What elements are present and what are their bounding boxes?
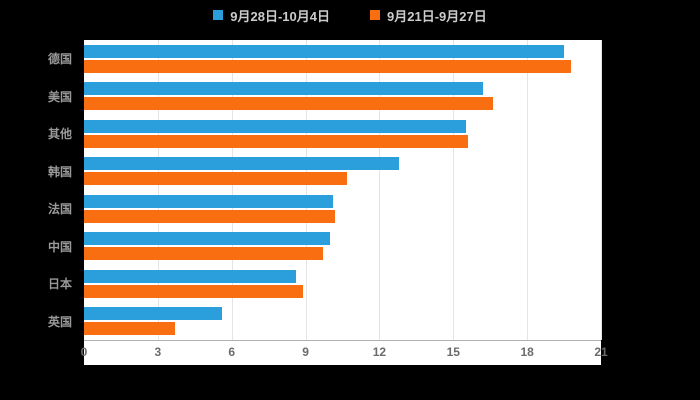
bar[interactable] — [84, 194, 333, 208]
legend-swatch-icon — [213, 10, 224, 20]
gridline — [157, 40, 159, 340]
bar[interactable] — [84, 307, 222, 321]
y-category-label: 中国 — [47, 239, 72, 254]
bar[interactable] — [84, 269, 296, 283]
bar-group — [84, 228, 601, 266]
y-category-label: 法国 — [47, 202, 72, 217]
x-tick-label: 6 — [228, 345, 236, 359]
y-category-label: 美国 — [47, 89, 72, 104]
bar-group — [84, 153, 601, 191]
x-tick-label: 15 — [446, 345, 460, 359]
bar-group — [84, 190, 601, 228]
gridline — [601, 40, 602, 340]
x-tick-label: 21 — [594, 345, 608, 359]
x-tick-label: 3 — [154, 345, 162, 359]
bar[interactable] — [84, 119, 466, 133]
bar[interactable] — [84, 134, 469, 148]
plot-wrap: 0 3 6 9 12 15 18 21 — [80, 40, 608, 365]
gridline — [527, 40, 529, 340]
legend: 9月28日-10月4日 9月21日-9月27日 — [0, 0, 700, 30]
y-category-label: 德国 — [47, 52, 72, 67]
bar[interactable] — [84, 322, 176, 336]
legend-label: 9月28日-10月4日 — [230, 8, 330, 24]
bar[interactable] — [84, 157, 400, 171]
bar[interactable] — [84, 82, 483, 96]
gridline — [453, 40, 455, 340]
bar-group — [84, 303, 601, 341]
y-category-label: 韩国 — [47, 164, 72, 179]
plot-area — [84, 40, 602, 341]
bar-rows — [84, 40, 601, 340]
legend-item[interactable]: 9月28日-10月4日 — [213, 6, 330, 25]
x-tick-label: 0 — [80, 345, 88, 359]
x-tick-label: 12 — [372, 345, 387, 359]
legend-item[interactable]: 9月21日-9月27日 — [370, 6, 487, 25]
bar[interactable] — [84, 284, 304, 298]
y-category-label: 日本 — [47, 277, 72, 292]
y-category-label: 其他 — [47, 127, 72, 142]
bar[interactable] — [84, 209, 336, 223]
bar[interactable] — [84, 44, 565, 58]
gridline — [231, 40, 233, 340]
legend-label: 9月21日-9月27日 — [387, 8, 487, 24]
gridline — [379, 40, 381, 340]
bar-group — [84, 40, 601, 78]
bar-group — [84, 265, 601, 303]
legend-swatch-icon — [370, 10, 380, 20]
y-category-label: 英国 — [47, 314, 72, 329]
bar-group — [84, 78, 601, 116]
bar[interactable] — [84, 247, 323, 261]
bar[interactable] — [84, 172, 348, 186]
x-tick-label: 18 — [520, 345, 534, 359]
bar[interactable] — [84, 59, 572, 73]
gridline — [305, 40, 307, 340]
y-axis-labels: 德国美国其他韩国法国中国日本英国 — [0, 40, 78, 340]
bar[interactable] — [84, 97, 493, 111]
bar[interactable] — [84, 232, 331, 246]
x-axis-ticks: 0 3 6 9 12 15 18 21 — [80, 340, 608, 365]
x-tick-label: 9 — [302, 345, 309, 359]
bar-group — [84, 115, 601, 153]
